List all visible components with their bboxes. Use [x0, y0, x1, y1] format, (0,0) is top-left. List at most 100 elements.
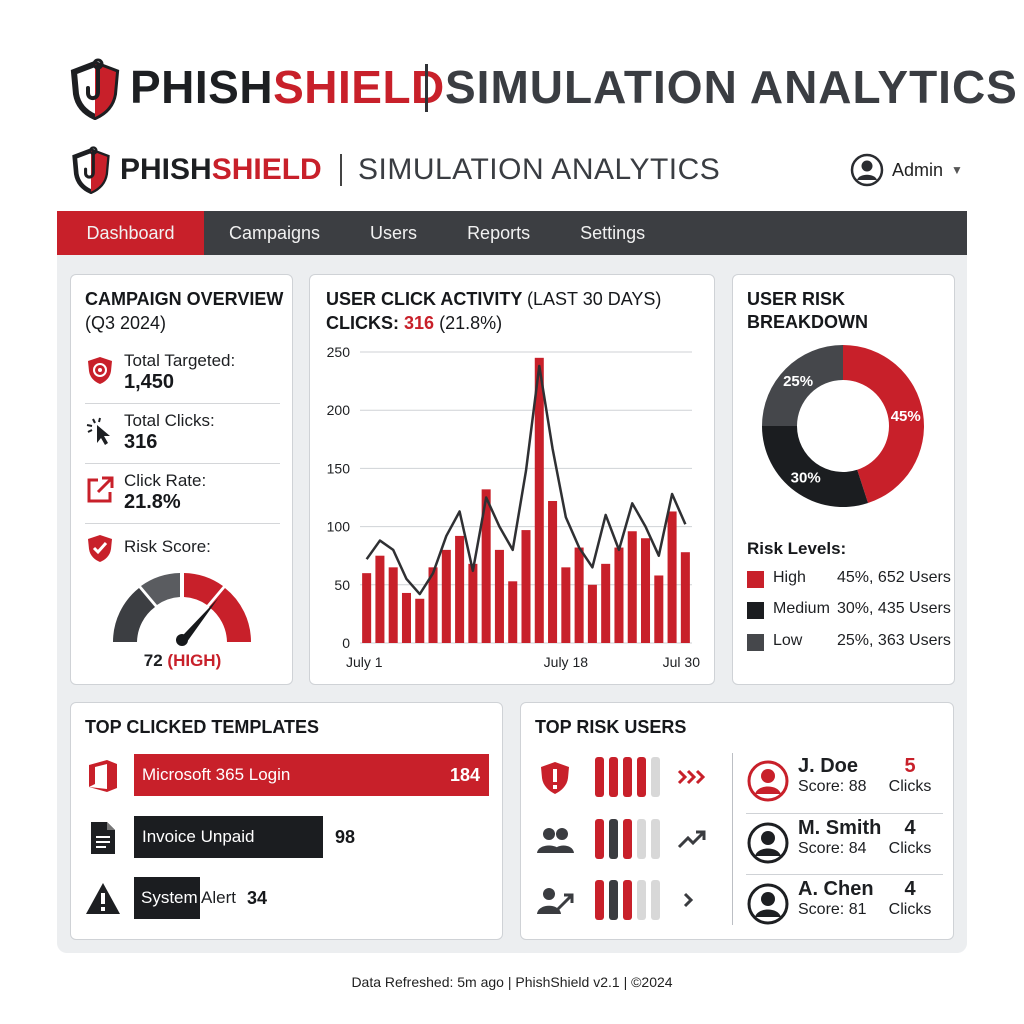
users-divider: [732, 753, 733, 925]
risk-segment: [609, 819, 618, 859]
risk-user-clicks: 5: [904, 755, 916, 777]
click-bar: [415, 598, 425, 643]
click-bar: [680, 552, 690, 643]
risk-segment: [651, 880, 660, 920]
risk-user-score: Score: 81: [798, 901, 867, 918]
click-bar: [521, 530, 531, 643]
risk-user-row[interactable]: A. Chen Score: 81 4 Clicks: [746, 878, 943, 934]
tab-users[interactable]: Users: [370, 222, 418, 243]
legend-value: 25%, 363 Users: [837, 632, 951, 649]
click-bar: [654, 575, 664, 643]
user-row-divider: [746, 874, 943, 875]
trend-up-icon: [677, 830, 706, 849]
template-name: System: [141, 888, 198, 907]
user-menu[interactable]: Admin ▼: [850, 152, 963, 188]
legend-label: High: [773, 569, 806, 586]
risk-user-score: Score: 88: [798, 778, 867, 795]
tab-settings[interactable]: Settings: [580, 222, 646, 243]
chevron-right-icon: [683, 892, 694, 908]
click-bar: [481, 489, 491, 643]
click-bar: [574, 547, 584, 643]
risk-levels-title: Risk Levels:: [747, 539, 847, 558]
risk-user-row[interactable]: M. Smith Score: 84 4 Clicks: [746, 817, 943, 873]
metric-label: Total Clicks:: [124, 411, 215, 430]
trend-line: [365, 364, 687, 596]
user-avatar-icon: [747, 760, 789, 802]
risk-segments: [595, 880, 660, 920]
risk-gauge: [112, 573, 251, 646]
top-templates-title: TOP CLICKED TEMPLATES: [85, 717, 320, 737]
shield-target-icon: [88, 357, 112, 384]
tab-reports[interactable]: Reports: [467, 222, 531, 243]
risk-segment: [623, 757, 632, 797]
risk-score-value: 72 (HIGH): [71, 651, 294, 671]
tab-dashboard[interactable]: Dashboard: [57, 211, 204, 255]
legend-swatch: [747, 571, 764, 588]
metric-value: 21.8%: [124, 491, 181, 513]
metric-label: Total Targeted:: [124, 351, 236, 370]
hero-banner: PHISHSHIELD SIMULATION ANALYTICS: [0, 50, 1024, 128]
click-bar: [375, 555, 385, 643]
y-tick-label: 0: [342, 635, 350, 651]
user-avatar-icon: [850, 153, 884, 187]
risk-user-clicks: 4: [904, 817, 916, 839]
x-tick-label: Jul 30: [663, 654, 701, 670]
risk-user-clicks-label: Clicks: [888, 901, 932, 918]
click-bar: [534, 357, 544, 643]
risk-user-clicks-label: Clicks: [888, 840, 932, 857]
legend-label: Low: [773, 632, 803, 649]
template-row[interactable]: Invoice Unpaid 98: [85, 816, 495, 858]
campaign-overview-card: CAMPAIGN OVERVIEW (Q3 2024) Total Target…: [70, 274, 293, 685]
top-risk-users-card: TOP RISK USERS: [520, 702, 954, 940]
click-bar: [388, 567, 398, 643]
metric-divider: [85, 403, 280, 404]
risk-user-name: J. Doe: [798, 755, 859, 777]
risk-breakdown-card: USER RISK BREAKDOWN 45% 30% 25% Risk Level…: [732, 274, 955, 685]
campaign-overview-subtitle: (Q3 2024): [85, 313, 167, 333]
click-bar: [428, 567, 438, 643]
phishshield-logo-icon[interactable]: [70, 146, 112, 194]
metric-value: 1,450: [124, 371, 175, 393]
main-nav: Dashboard Campaigns Users Reports Settin…: [57, 211, 967, 255]
click-activity-card: USER CLICK ACTIVITY (LAST 30 DAYS) CLICK…: [309, 274, 715, 685]
risk-breakdown-title: USER RISK BREAKDOWN: [747, 289, 868, 332]
click-bar: [508, 581, 518, 643]
donut-slice-label: 45%: [891, 408, 921, 425]
tab-campaigns[interactable]: Campaigns: [229, 222, 321, 243]
shield-alert-icon: [541, 762, 569, 794]
app-header: PHISHSHIELD SIMULATION ANALYTICS Admin ▼: [0, 138, 1024, 202]
template-name-rest: Alert: [201, 888, 236, 907]
donut-slice-medium: [762, 426, 869, 507]
campaign-overview-title: CAMPAIGN OVERVIEW: [85, 289, 284, 309]
template-row[interactable]: System Alert 34: [85, 877, 495, 919]
risk-indicator-row: [535, 878, 715, 922]
risk-user-row[interactable]: J. Doe Score: 88 5 Clicks: [746, 755, 943, 811]
risk-segment: [623, 880, 632, 920]
legend-medium: Medium 30%, 435 Users: [747, 600, 951, 620]
top-risk-users-title: TOP RISK USERS: [535, 717, 687, 737]
app-title: SIMULATION ANALYTICS: [358, 153, 721, 186]
legend-value: 45%, 652 Users: [837, 569, 951, 586]
click-bar: [641, 538, 651, 643]
template-value: 184: [450, 765, 481, 785]
risk-user-clicks-label: Clicks: [888, 778, 932, 795]
user-trend-icon: [537, 888, 574, 914]
template-row[interactable]: Microsoft 365 Login 184: [85, 754, 495, 796]
click-activity-chart: 0 50 100 150 200 250 July 1 July 18 Jul 30: [327, 344, 701, 670]
chevron-down-icon: ▼: [951, 163, 963, 177]
donut-slice-low: [762, 345, 843, 426]
y-tick-label: 50: [334, 577, 350, 593]
risk-segment: [595, 757, 604, 797]
app-header-separator: [340, 154, 342, 186]
shield-check-icon: [88, 535, 112, 562]
y-tick-label: 150: [327, 460, 351, 476]
donut-slice-label: 30%: [791, 469, 821, 486]
hero-title: SIMULATION ANALYTICS: [445, 61, 1018, 113]
risk-user-name: A. Chen: [798, 878, 874, 900]
app-brand[interactable]: PHISHSHIELD: [120, 152, 322, 188]
alert-triangle-icon: [86, 883, 120, 914]
x-tick-label: July 18: [544, 654, 589, 670]
legend-low: Low 25%, 363 Users: [747, 632, 951, 652]
risk-score-label: Risk Score:: [124, 537, 211, 556]
risk-user-clicks: 4: [904, 878, 916, 900]
